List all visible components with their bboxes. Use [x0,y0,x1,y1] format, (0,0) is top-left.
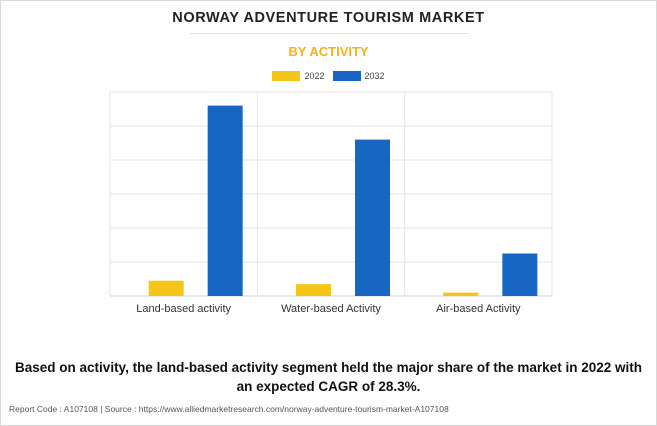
legend: 2022 2032 [0,71,657,81]
summary-note: Based on activity, the land-based activi… [15,360,642,394]
x-tick-label: Water-based Activity [281,303,381,315]
bar-2032 [502,253,538,296]
chart-subtitle: BY ACTIVITY [288,44,369,59]
x-tick-label: Land-based activity [136,303,231,315]
legend-label-2032: 2032 [364,71,385,81]
bar-2022 [443,292,479,296]
legend-item-2022: 2022 [272,71,325,81]
grid-lines [109,91,553,297]
title-divider [190,33,468,34]
chart-title: NORWAY ADVENTURE TOURISM MARKET [172,10,485,26]
legend-label-2022: 2022 [304,71,325,81]
x-tick-label: Air-based Activity [436,303,521,315]
bar-2032 [207,105,243,296]
x-tick-labels: Land-based activity Water-based Activity A… [136,303,521,315]
legend-swatch-2022 [272,71,301,81]
bars [148,105,538,296]
report-source: Report Code : A107108 | Source : https:/… [9,404,449,414]
bar-2022 [296,284,331,296]
bar-2022 [148,280,184,296]
legend-swatch-2032 [332,71,361,81]
legend-item-2032: 2032 [332,71,385,81]
bar-2032 [355,139,390,296]
